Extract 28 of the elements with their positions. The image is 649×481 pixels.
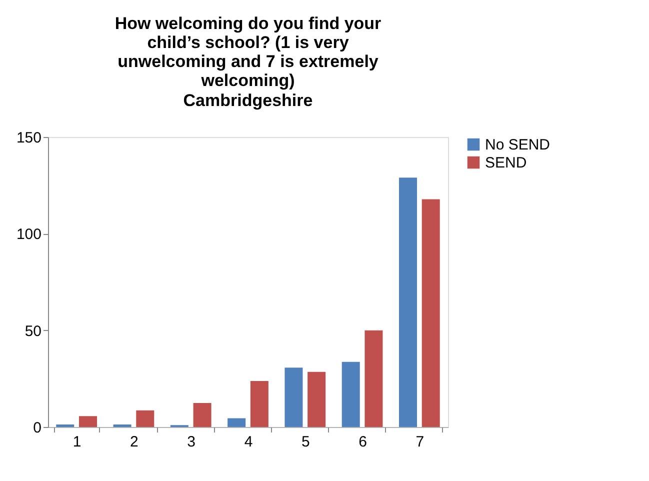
bar (250, 380, 268, 427)
bar (342, 362, 360, 427)
x-tick-label: 1 (72, 434, 82, 450)
y-tick-label: 100 (16, 226, 42, 244)
bar (308, 372, 326, 427)
bar (136, 410, 154, 427)
bar (422, 199, 440, 427)
legend-label: SEND (485, 154, 527, 172)
y-tick-label: 150 (16, 130, 42, 146)
bar (228, 418, 246, 427)
x-tick-label: 3 (187, 434, 196, 450)
y-tick-label: 50 (24, 322, 42, 340)
chart-subtitle: Cambridgeshire (183, 91, 313, 110)
x-tick-label: 4 (244, 434, 253, 450)
x-tick-label: 5 (301, 434, 310, 450)
bar (399, 178, 417, 427)
bar (364, 330, 383, 427)
chart-title: How welcoming do you find your child’s school? (1 is very unwelcoming and 7 is extremely welcoming) (114, 14, 382, 90)
x-tick-label: 7 (416, 434, 424, 450)
bar (284, 368, 303, 427)
x-tick-label: 6 (358, 434, 367, 450)
bar (79, 416, 97, 427)
y-tick-label: 0 (33, 420, 42, 436)
bar (113, 424, 132, 427)
bar (56, 424, 74, 427)
bar (193, 403, 212, 427)
x-tick-label: 2 (130, 434, 138, 450)
legend-label: No SEND (485, 136, 550, 154)
